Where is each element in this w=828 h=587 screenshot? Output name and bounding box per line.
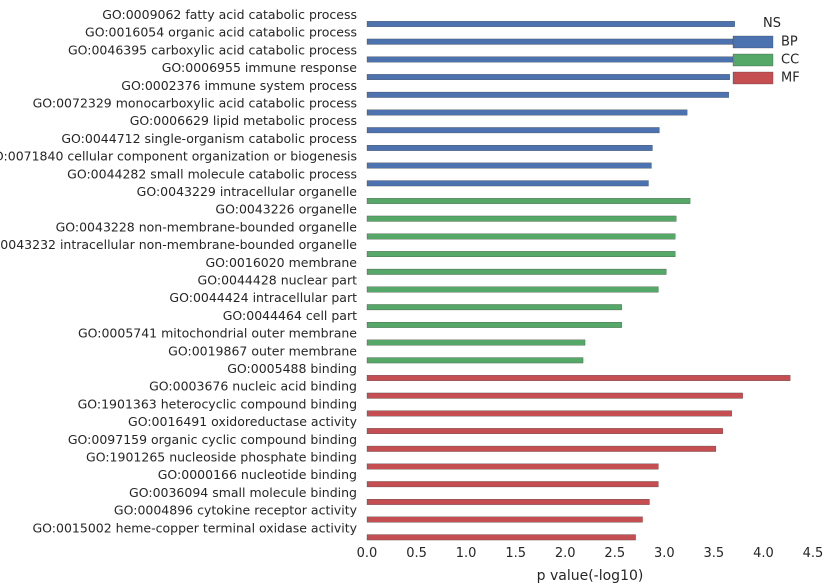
category-label: GO:0043232 intracellular non-membrane-bo… — [0, 237, 357, 252]
category-label: GO:0097159 organic cyclic compound bindi… — [68, 432, 357, 447]
category-label: GO:0000166 nucleotide binding — [158, 467, 357, 482]
x-tick-label: 0.0 — [357, 546, 378, 561]
category-label: GO:0044464 cell part — [223, 308, 357, 323]
category-label: GO:0072329 monocarboxylic acid catabolic… — [33, 96, 357, 111]
category-label: GO:0019867 outer membrane — [168, 343, 357, 358]
bar-bp — [366, 144, 653, 151]
x-tick-label: 1.0 — [456, 546, 477, 561]
x-tick-label: 2.5 — [604, 546, 625, 561]
x-tick-label: 1.5 — [505, 546, 526, 561]
bar-bp — [366, 109, 688, 116]
bar-bp — [366, 74, 730, 80]
bars — [366, 21, 791, 541]
category-label: GO:0071840 cellular component organizati… — [0, 149, 357, 164]
category-label: GO:0043228 non-membrane-bounded organell… — [56, 219, 358, 234]
category-label: GO:0044424 intracellular part — [169, 290, 357, 305]
category-label: GO:0044282 small molecule catabolic proc… — [67, 166, 357, 181]
category-label: GO:0044428 nuclear part — [198, 273, 358, 288]
bar-bp — [366, 38, 735, 45]
x-tick-label: 4.0 — [753, 546, 774, 561]
bar-mf — [366, 481, 659, 488]
bar-bp — [366, 162, 652, 169]
x-tick-label: 0.5 — [406, 546, 427, 561]
bar-cc — [366, 321, 622, 328]
legend-title: NS — [763, 16, 781, 31]
legend-swatch-bp — [732, 35, 774, 49]
bar-mf — [366, 428, 723, 435]
category-label: GO:0005488 binding — [227, 361, 357, 376]
legend-label-bp: BP — [781, 35, 798, 50]
x-axis-ticks: 0.0 0.5 1.0 1.5 2.0 2.5 3.0 3.5 4.0 4.5 — [357, 546, 824, 561]
x-tick-label: 3.5 — [704, 546, 725, 561]
category-label: GO:0016491 oxidoreductase activity — [128, 414, 358, 429]
bar-mf — [366, 463, 659, 470]
legend-label-cc: CC — [781, 53, 799, 68]
bar-cc — [366, 198, 691, 204]
category-label: GO:0016054 organic acid catabolic proces… — [85, 25, 357, 40]
legend-swatch-mf — [732, 71, 774, 85]
category-label: GO:0036094 small molecule binding — [129, 485, 357, 500]
category-label: GO:0003676 nucleic acid binding — [149, 379, 357, 394]
category-label: GO:0004896 cytokine receptor activity — [114, 503, 358, 518]
legend: NS BP CC MF — [732, 16, 800, 86]
x-tick-label: 3.0 — [654, 546, 675, 561]
legend-swatch-cc — [732, 53, 774, 67]
bar-cc — [366, 251, 676, 258]
category-label: GO:0009062 fatty acid catabolic process — [102, 7, 357, 22]
x-tick-label: 2.0 — [555, 546, 576, 561]
x-axis-label: p value(-log10) — [537, 568, 644, 584]
bar-cc — [366, 268, 667, 275]
legend-label-mf: MF — [781, 71, 800, 86]
bar-mf — [366, 534, 636, 541]
category-label: GO:0006955 immune response — [162, 60, 358, 75]
bar-cc — [366, 339, 586, 346]
category-label: GO:0015002 heme-copper terminal oxidase … — [32, 520, 357, 535]
bar-bp — [366, 56, 735, 63]
bar-bp — [366, 127, 660, 134]
category-label: GO:0044712 single-organism catabolic pro… — [61, 131, 357, 146]
category-label: GO:1901363 heterocyclic compound binding — [78, 396, 357, 411]
category-label: GO:0005741 mitochondrial outer membrane — [78, 326, 357, 341]
bar-cc — [366, 215, 677, 222]
bar-mf — [366, 410, 732, 417]
bar-mf — [366, 445, 717, 452]
category-label: GO:1901265 nucleoside phosphate binding — [86, 450, 357, 465]
bar-mf — [366, 498, 650, 505]
bar-bp — [366, 21, 735, 27]
bar-cc — [366, 286, 659, 293]
category-label: GO:0046395 carboxylic acid catabolic pro… — [68, 42, 357, 57]
bar-mf — [366, 392, 743, 399]
bar-cc — [366, 357, 584, 364]
bar-cc — [366, 233, 676, 240]
x-tick-label: 4.5 — [803, 546, 824, 561]
category-label: GO:0002376 immune system process — [121, 78, 357, 93]
bar-mf — [366, 375, 791, 381]
category-label: GO:0043226 organelle — [215, 202, 357, 217]
bar-mf — [366, 516, 643, 523]
category-label: GO:0043229 intracellular organelle — [137, 184, 358, 199]
bar-bp — [366, 91, 729, 98]
bar-cc — [366, 304, 622, 311]
bar-bp — [366, 180, 649, 187]
category-label: GO:0016020 membrane — [205, 255, 357, 270]
category-labels: GO:0009062 fatty acid catabolic process G… — [0, 7, 358, 535]
category-label: GO:0006629 lipid metabolic process — [130, 113, 357, 128]
